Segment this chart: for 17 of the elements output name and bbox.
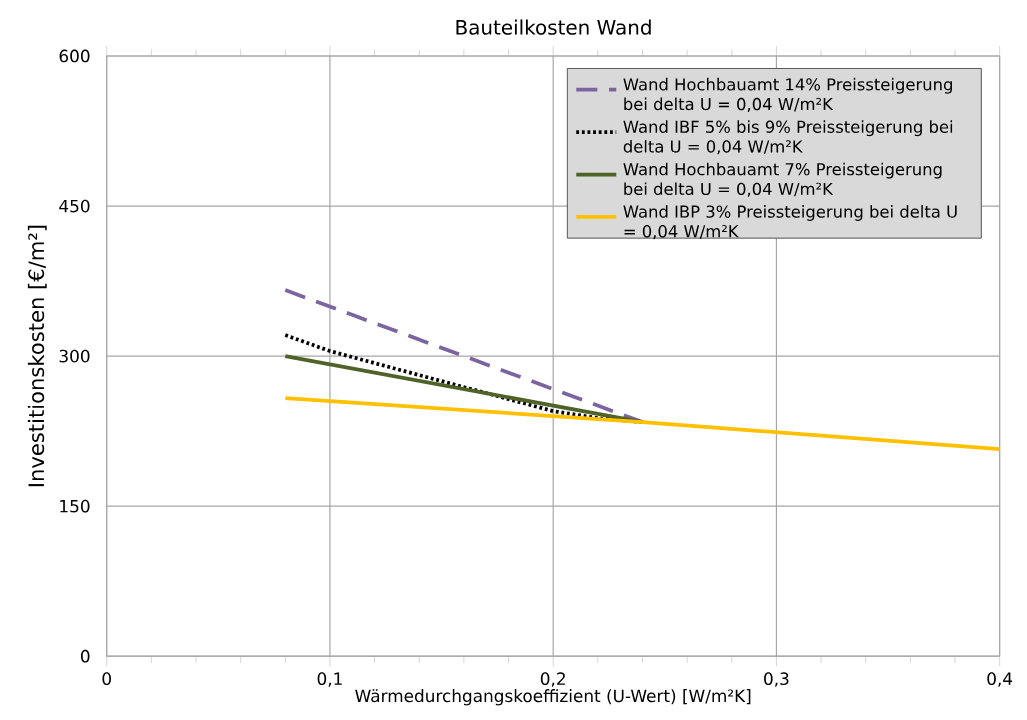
chart-title: Bauteilkosten Wand	[456, 19, 651, 35]
legend-label: Wand Hochbauamt 7% Preissteigerung bei delta U = 0,04 W/m²K	[623, 162, 942, 197]
x-tick-label: 0,3	[764, 672, 789, 687]
x-tick-label: 0,2	[540, 672, 565, 687]
x-axis-title: Wärmedurchgangskoeffizient (U-Wert) [W/m²K]	[355, 689, 751, 706]
legend-label: Wand IBP 3% Preissteigerung bei delta U = 0,04 W/m²K	[623, 205, 957, 240]
legend-label: Wand IBF 5% bis 9% Preissteigerung bei delta U = 0,04 W/m²K	[623, 120, 953, 155]
y-axis-title: Investitionskosten [€/m²]	[27, 225, 47, 487]
y-tick-label: 300	[59, 349, 90, 363]
x-tick-label: 0	[102, 672, 111, 685]
y-tick-label: 150	[60, 499, 90, 513]
x-tick-label: 0,1	[317, 672, 342, 687]
x-tick-label: 0,4	[987, 672, 1013, 687]
y-tick-label: 0	[80, 649, 90, 663]
y-tick-label: 450	[59, 199, 90, 213]
y-tick-label: 600	[59, 49, 90, 63]
legend-label: Wand Hochbauamt 14% Preissteigerung bei delta U = 0,04 W/m²K	[623, 77, 952, 112]
